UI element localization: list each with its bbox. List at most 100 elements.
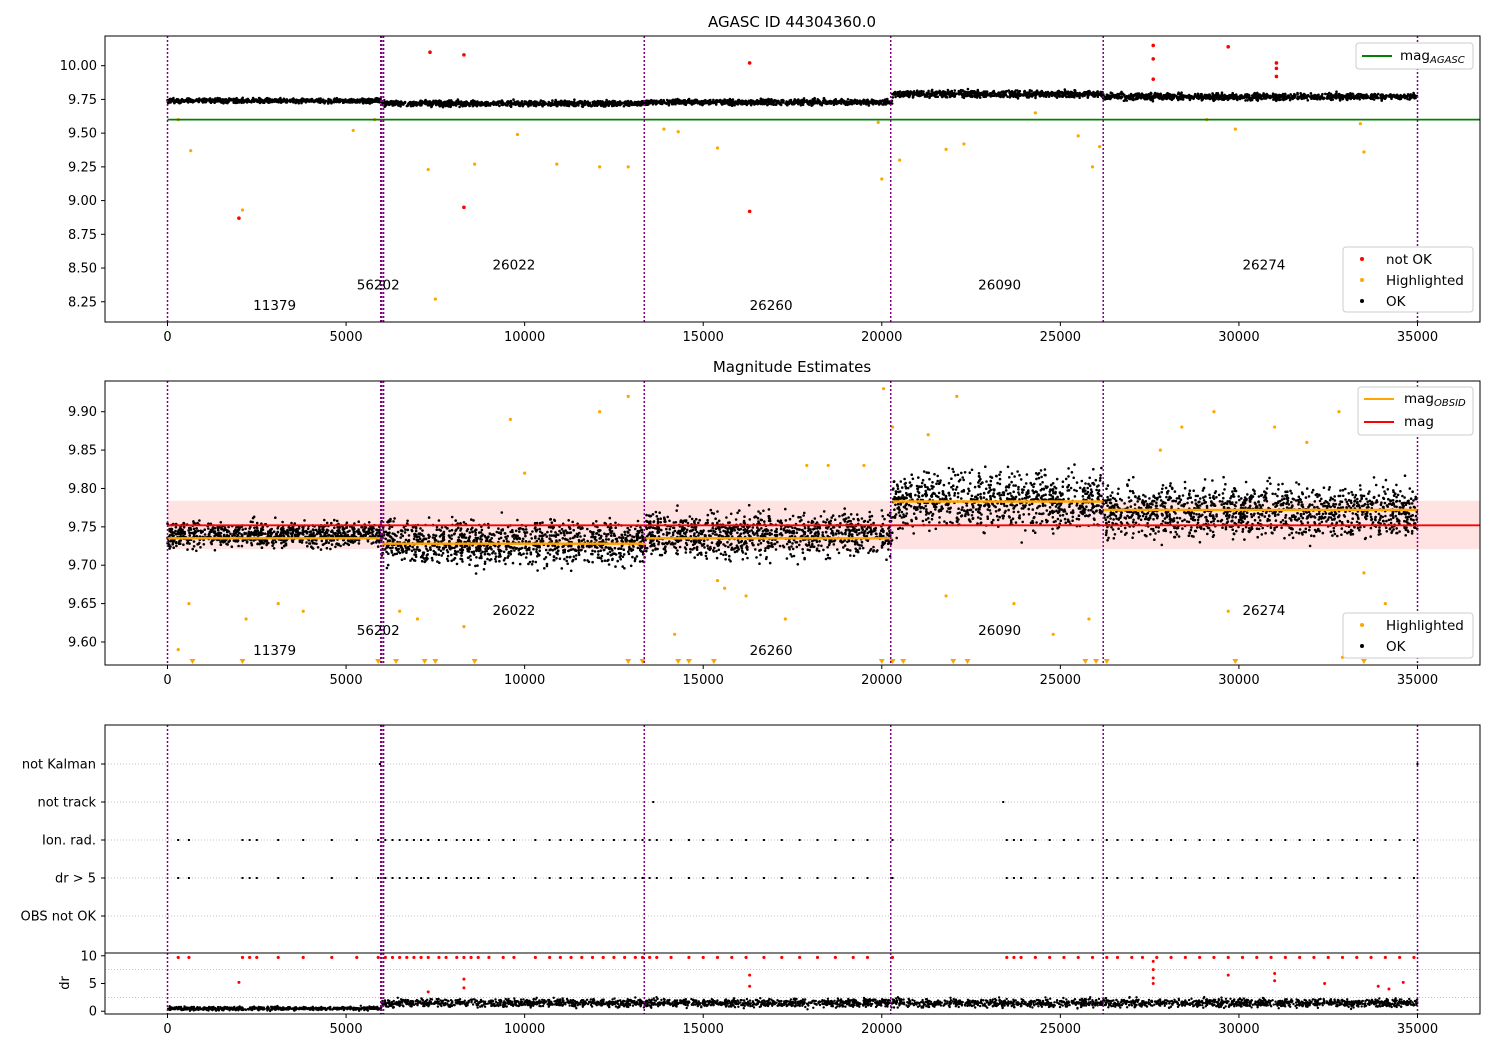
ok-point [761, 102, 764, 106]
x-tick-label: 10000 [504, 330, 545, 345]
highlighted-point [1090, 165, 1095, 169]
ok-point [1271, 92, 1275, 95]
ok-point [1329, 94, 1332, 98]
ok-point [996, 94, 1000, 97]
ok-point [326, 102, 330, 105]
ok-point [905, 91, 908, 94]
ok-point [1319, 97, 1322, 100]
ok-point [883, 98, 887, 101]
ok-point [236, 98, 240, 102]
ok-point [774, 103, 778, 106]
highlighted-point [626, 165, 630, 169]
ok-point [651, 101, 655, 104]
ok-point [377, 534, 380, 538]
ok-point [789, 100, 793, 104]
ok-point [1309, 92, 1313, 95]
ok-point [320, 539, 324, 543]
ok-point [178, 100, 182, 103]
ok-point [518, 101, 522, 105]
ok-point [1284, 93, 1287, 97]
ok-point [464, 103, 468, 106]
ok-point [518, 104, 521, 108]
ok-point [273, 98, 277, 101]
ok-point [343, 527, 346, 530]
ok-point [319, 548, 323, 551]
ok-point [446, 100, 450, 103]
ok-point [389, 100, 393, 103]
ok-point [233, 99, 236, 103]
highlighted-point [662, 127, 666, 131]
ok-point [571, 103, 574, 107]
ok-point [197, 542, 200, 546]
ok-point [167, 101, 170, 105]
ok-point [1260, 94, 1264, 97]
ok-point [213, 101, 216, 104]
ok-point [1152, 95, 1155, 99]
ok-point [183, 530, 186, 534]
ok-point [411, 104, 415, 108]
ok-point [333, 526, 336, 530]
ok-point [282, 98, 286, 101]
ok-point [1246, 94, 1250, 98]
ok-point [900, 91, 904, 94]
ok-point [342, 101, 346, 104]
ok-point [451, 101, 454, 105]
ok-point [690, 101, 694, 105]
ok-point [199, 98, 203, 102]
ok-point [626, 99, 630, 103]
ok-point [918, 92, 921, 96]
ok-point [855, 99, 859, 102]
ok-point [1193, 92, 1197, 96]
ok-point [1262, 92, 1265, 95]
observation-id-label: 11379 [253, 298, 296, 314]
ok-point [1127, 94, 1131, 97]
ok-point [1016, 93, 1019, 97]
ok-point [747, 101, 751, 105]
ok-point [316, 546, 320, 549]
ok-point [260, 546, 264, 549]
ok-point [881, 99, 885, 102]
ok-point [849, 102, 852, 105]
y-tick-label: 9.50 [68, 127, 97, 142]
ok-point [1320, 94, 1323, 98]
ok-point [1006, 95, 1009, 98]
ok-point [1145, 94, 1148, 97]
ok-point [1162, 94, 1165, 97]
ok-point [927, 89, 930, 93]
ok-point [871, 100, 874, 104]
ok-point [1076, 92, 1079, 95]
ok-point [809, 100, 812, 104]
ok-point [184, 99, 187, 103]
ok-point [1027, 92, 1030, 96]
ok-point [657, 100, 661, 104]
ok-point [832, 101, 836, 105]
ok-point [864, 99, 868, 102]
ok-point [1109, 95, 1113, 99]
ok-point [1274, 96, 1278, 100]
ok-point [295, 530, 298, 534]
ok-point [513, 102, 516, 106]
ok-point [485, 101, 489, 104]
x-tick-label: 15000 [683, 330, 724, 345]
ok-point [1008, 96, 1012, 99]
ok-point [894, 93, 897, 96]
ok-point [1120, 92, 1123, 96]
ok-point [1055, 92, 1059, 95]
ok-point [203, 528, 206, 531]
ok-point [323, 100, 326, 103]
ok-point [495, 102, 499, 106]
ok-point [611, 99, 614, 103]
ok-point [580, 102, 584, 105]
ok-point [298, 99, 302, 103]
ok-point [646, 100, 650, 104]
ok-point [339, 544, 342, 548]
y-tick-label: 8.75 [68, 228, 97, 243]
ok-point [662, 99, 665, 102]
ok-point [1196, 94, 1200, 97]
ok-point [308, 100, 311, 103]
ok-point [1258, 93, 1262, 96]
ok-point [1173, 93, 1176, 97]
ok-point [257, 96, 261, 100]
ok-point [900, 94, 903, 98]
ok-point [759, 97, 763, 100]
